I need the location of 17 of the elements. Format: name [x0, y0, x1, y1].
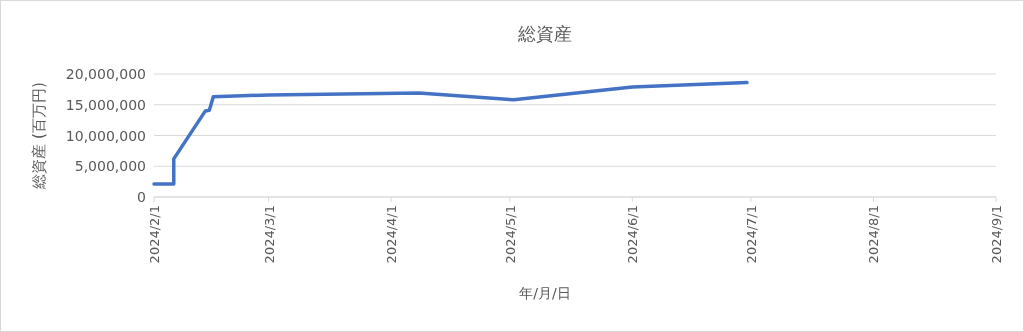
x-tick-label: 2024/3/1	[261, 205, 277, 264]
x-tick-label: 2024/5/1	[502, 205, 518, 264]
x-tick-label: 2024/2/1	[147, 205, 162, 264]
line-series	[152, 80, 749, 186]
y-axis-title: 総資産 (百万円)	[30, 82, 48, 190]
x-tick-label: 2024/9/1	[989, 205, 1004, 264]
x-axis-title: 年/月/日	[519, 285, 571, 301]
x-tick-label: 2024/7/1	[743, 205, 759, 264]
x-tick-label: 2024/6/1	[625, 205, 641, 264]
chart-title: 総資産	[517, 23, 572, 44]
y-tick-label: 0	[137, 189, 146, 205]
x-tick-label: 2024/8/1	[866, 205, 882, 264]
y-tick-label: 10,000,000	[65, 127, 146, 144]
x-tick-label: 2024/4/1	[384, 205, 400, 264]
y-tick-label: 5,000,000	[74, 158, 146, 175]
y-tick-label: 20,000,000	[65, 66, 146, 82]
y-tick-label: 15,000,000	[65, 96, 146, 113]
